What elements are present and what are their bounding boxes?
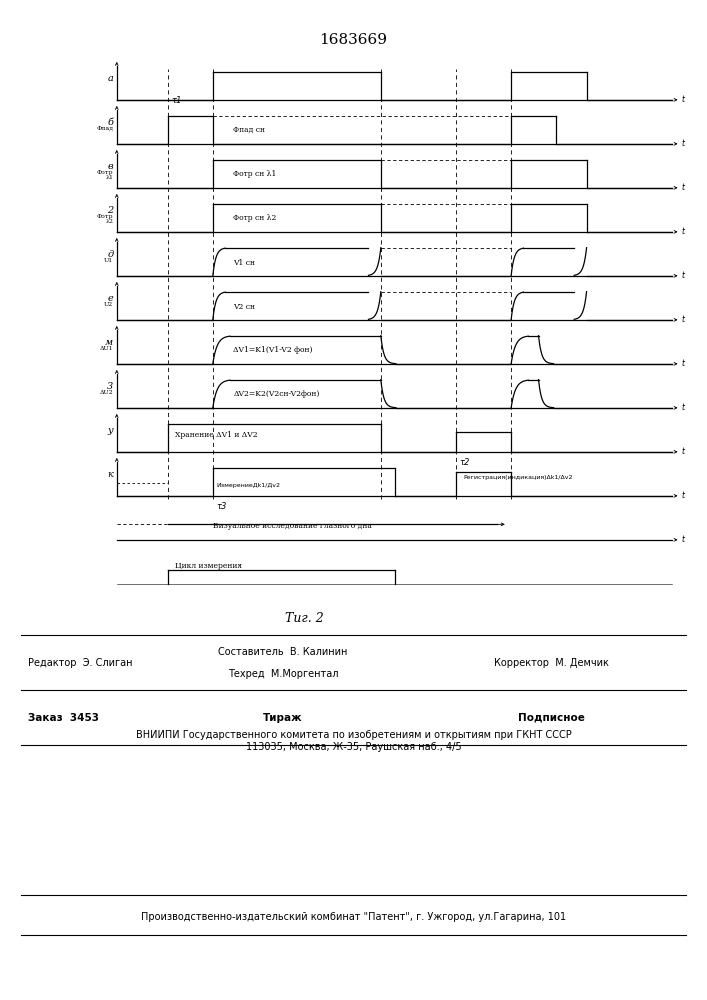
Text: Φпад сн: Φпад сн	[233, 126, 265, 134]
Text: ΔV1=K1(V1-V2 фон): ΔV1=K1(V1-V2 фон)	[233, 346, 313, 354]
Text: τ1: τ1	[172, 96, 182, 105]
Text: Подписное: Подписное	[518, 713, 585, 723]
Text: 1683669: 1683669	[320, 33, 387, 47]
Text: t: t	[682, 315, 685, 324]
Text: t: t	[682, 95, 685, 104]
Text: Корректор  М. Демчик: Корректор М. Демчик	[494, 658, 609, 668]
Text: t: t	[682, 359, 685, 368]
Text: Составитель  В. Калинин: Составитель В. Калинин	[218, 647, 347, 657]
Text: 3: 3	[107, 382, 113, 391]
Text: t: t	[682, 227, 685, 236]
Text: Техред  М.Моргентал: Техред М.Моргентал	[228, 669, 338, 679]
Text: Φотр сн λ2: Φотр сн λ2	[233, 214, 276, 222]
Text: Редактор  Э. Слиган: Редактор Э. Слиган	[28, 658, 133, 668]
Text: в: в	[107, 162, 113, 171]
Text: ΔV2=K2(V2сн-V2фон): ΔV2=K2(V2сн-V2фон)	[233, 390, 320, 398]
Text: Τиг. 2: Τиг. 2	[285, 612, 323, 625]
Text: ΔU1: ΔU1	[100, 346, 113, 351]
Text: Φпад: Φпад	[96, 126, 113, 131]
Text: д: д	[107, 250, 113, 259]
Text: a: a	[107, 74, 113, 83]
Text: U1: U1	[104, 258, 113, 263]
Text: Тираж: Тираж	[263, 713, 303, 723]
Text: Хранение ΔV1 и ΔV2: Хранение ΔV1 и ΔV2	[175, 431, 258, 439]
Text: к: к	[107, 470, 113, 479]
Text: Цикл измерения: Цикл измерения	[175, 562, 242, 570]
Text: t: t	[682, 183, 685, 192]
Text: Производственно-издательский комбинат "Патент", г. Ужгород, ул.Гагарина, 101: Производственно-издательский комбинат "П…	[141, 912, 566, 922]
Text: t: t	[682, 491, 685, 500]
Text: V2 сн: V2 сн	[233, 303, 255, 311]
Text: ВНИИПИ Государственного комитета по изобретениям и открытиям при ГКНТ СССР: ВНИИПИ Государственного комитета по изоб…	[136, 730, 571, 740]
Text: V1 сн: V1 сн	[233, 259, 255, 267]
Text: у: у	[107, 426, 113, 435]
Text: t: t	[682, 403, 685, 412]
Text: t: t	[682, 139, 685, 148]
Text: Регистрация(индикация)Δk1/Δv2: Регистрация(индикация)Δk1/Δv2	[463, 475, 573, 480]
Text: t: t	[682, 447, 685, 456]
Text: м: м	[105, 338, 113, 347]
Text: ИзмерениеДk1/Дv2: ИзмерениеДk1/Дv2	[216, 483, 280, 488]
Text: е: е	[107, 294, 113, 303]
Text: τ3: τ3	[216, 502, 227, 511]
Text: 113035, Москва, Ж-35, Раушская наб., 4/5: 113035, Москва, Ж-35, Раушская наб., 4/5	[246, 742, 461, 752]
Text: б: б	[107, 118, 113, 127]
Text: Φотр
λ2: Φотр λ2	[97, 214, 113, 224]
Text: τ2: τ2	[460, 458, 470, 467]
Text: t: t	[682, 271, 685, 280]
Text: t: t	[682, 535, 685, 544]
Text: U2: U2	[104, 302, 113, 307]
Text: Φотр
λ1: Φотр λ1	[97, 170, 113, 180]
Text: Φотр сн λ1: Φотр сн λ1	[233, 170, 276, 178]
Text: ΔU2: ΔU2	[100, 390, 113, 395]
Text: Визуальное исследование глазного дна: Визуальное исследование глазного дна	[213, 522, 372, 530]
Text: Заказ  3453: Заказ 3453	[28, 713, 99, 723]
Text: 2: 2	[107, 206, 113, 215]
